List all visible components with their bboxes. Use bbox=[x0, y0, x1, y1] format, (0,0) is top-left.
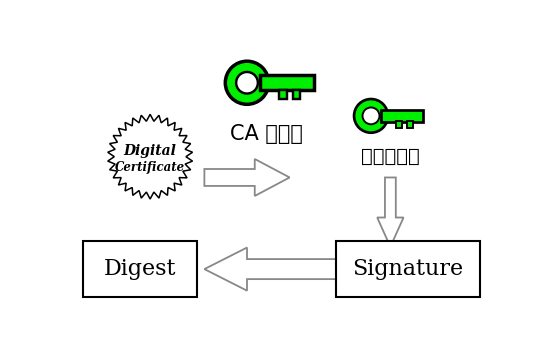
Bar bbox=[381, 110, 424, 122]
Polygon shape bbox=[377, 178, 404, 247]
Bar bbox=[260, 75, 314, 90]
Polygon shape bbox=[205, 159, 290, 196]
Bar bbox=[406, 121, 412, 128]
Bar bbox=[82, 241, 197, 297]
Bar bbox=[293, 90, 300, 99]
Circle shape bbox=[226, 61, 269, 104]
Bar bbox=[279, 90, 287, 99]
Text: CA 的公鑰: CA 的公鑰 bbox=[230, 124, 303, 143]
Polygon shape bbox=[108, 114, 192, 199]
Circle shape bbox=[236, 72, 258, 94]
Text: Signature: Signature bbox=[352, 258, 463, 280]
Text: 鲑勃的公鑰: 鲑勃的公鑰 bbox=[361, 147, 420, 166]
Text: Digest: Digest bbox=[104, 258, 177, 280]
Bar bbox=[336, 241, 480, 297]
Circle shape bbox=[362, 108, 379, 124]
Bar bbox=[396, 121, 402, 128]
Text: Digital: Digital bbox=[124, 143, 177, 157]
Text: Certificate: Certificate bbox=[115, 161, 185, 174]
Circle shape bbox=[354, 99, 388, 133]
Polygon shape bbox=[205, 247, 340, 290]
